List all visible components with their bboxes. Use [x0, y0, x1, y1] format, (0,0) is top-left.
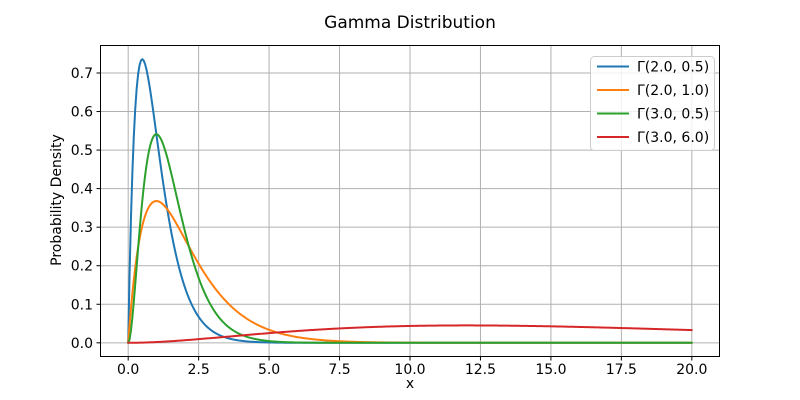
x-tick-label: 17.5: [606, 362, 637, 378]
y-tick-label: 0.6: [71, 105, 93, 121]
legend-label-3: Γ(3.0, 6.0): [637, 130, 709, 146]
y-tick-label: 0.4: [71, 182, 93, 198]
x-tick-label: 20.0: [676, 362, 707, 378]
y-tick-label: 0.3: [71, 220, 93, 236]
series-curve-3: [127, 324, 693, 344]
x-tick-label: 12.5: [465, 362, 496, 378]
x-tick-label: 0.0: [117, 362, 139, 378]
x-tick-label: 7.5: [328, 362, 350, 378]
legend-label-1: Γ(2.0, 1.0): [637, 83, 709, 99]
axes-border: [100, 45, 720, 357]
x-tick-label: 2.5: [188, 362, 210, 378]
y-tick-label: 0.5: [71, 143, 93, 159]
y-tick-label: 0.0: [71, 336, 93, 352]
x-tick-label: 5.0: [258, 362, 280, 378]
legend-box: [590, 56, 715, 151]
x-axis-label: x: [405, 376, 415, 392]
legend-label-2: Γ(3.0, 0.5): [637, 107, 709, 123]
y-tick-label: 0.7: [71, 66, 93, 82]
x-tick-label: 15.0: [535, 362, 566, 378]
x-tick-label: 10.0: [394, 362, 425, 378]
y-axis-label: Probability Density: [49, 134, 65, 266]
legend-label-0: Γ(2.0, 0.5): [637, 60, 709, 76]
chart-title: Gamma Distribution: [324, 13, 496, 33]
y-tick-label: 0.2: [71, 259, 93, 275]
series-curve-2: [127, 133, 693, 344]
y-tick-label: 0.1: [71, 297, 93, 313]
